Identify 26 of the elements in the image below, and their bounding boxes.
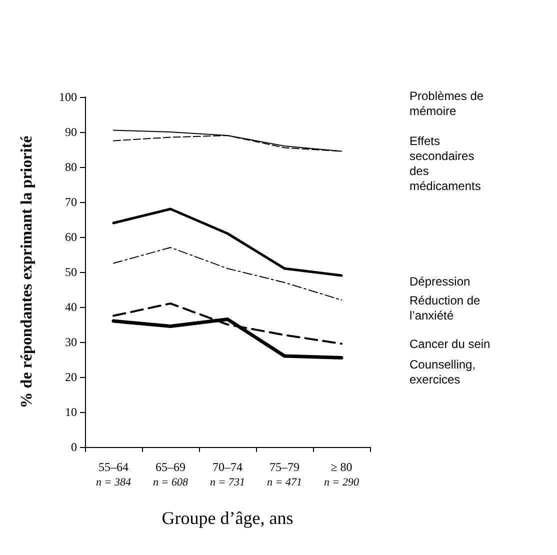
y-tick-label: 30 <box>65 335 77 349</box>
x-tick-label: ≥ 80 n = 290 <box>324 460 360 488</box>
y-tick-label: 20 <box>65 370 77 384</box>
x-tick-label: 65–69 n = 608 <box>153 460 188 488</box>
y-tick-label: 70 <box>65 195 77 209</box>
y-tick-label: 50 <box>65 265 77 279</box>
y-tick-label: 100 <box>59 90 77 104</box>
y-tick-label: 40 <box>65 300 77 314</box>
y-tick-label: 80 <box>65 160 77 174</box>
text: Effets secondaires des médicaments <box>410 134 481 193</box>
x-tick-label: 75–79 n = 471 <box>267 460 302 488</box>
line-series <box>113 247 342 300</box>
text: Problèmes de mémoire <box>410 88 484 118</box>
x-tick-label: 55–64 n = 384 <box>96 460 132 488</box>
text: Réduction de l’anxiété <box>410 294 481 322</box>
y-tick-label: 0 <box>71 440 77 454</box>
text: Dépression <box>410 274 470 288</box>
y-tick-label: 60 <box>65 230 77 244</box>
x-axis-title: Groupe d’âge, ans <box>162 508 294 528</box>
x-tick-label: 70–74 n = 731 <box>210 460 245 488</box>
line-series <box>112 208 343 277</box>
y-tick-label: 10 <box>65 405 77 419</box>
text: Counselling, exercices <box>410 357 476 386</box>
y-tick-label: 90 <box>65 125 77 139</box>
text: Cancer du sein <box>410 336 490 351</box>
y-axis-title: % de répondantes exprimant la priorité <box>18 136 36 408</box>
